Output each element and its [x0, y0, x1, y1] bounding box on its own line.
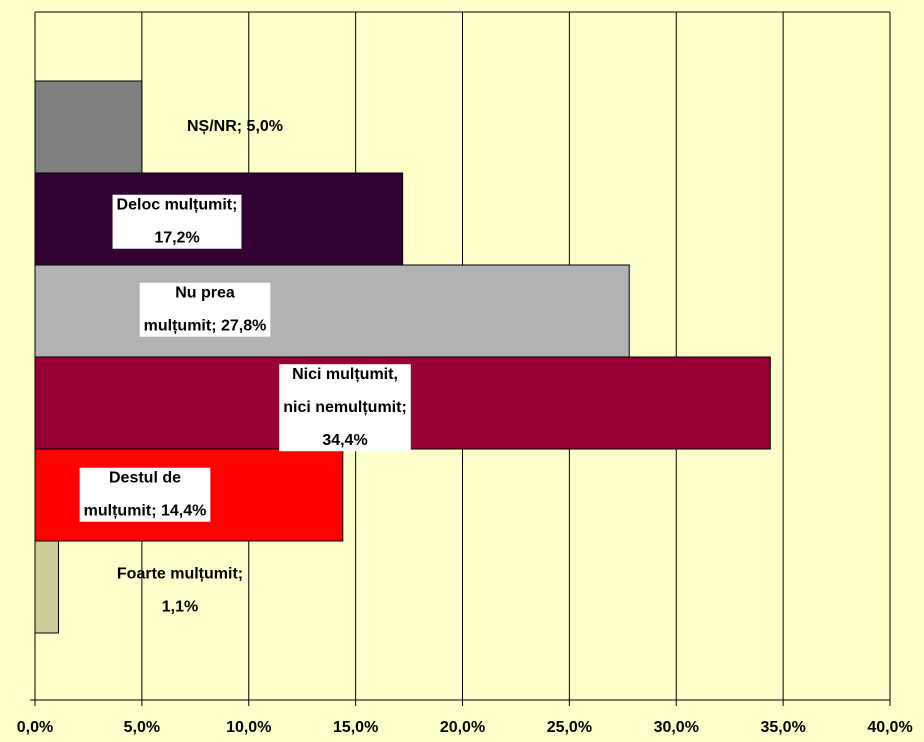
data-label-box [279, 364, 411, 452]
data-label-box [139, 282, 271, 337]
x-tick-label: 40,0% [867, 719, 912, 736]
bar [34, 80, 143, 174]
x-tick-label: 35,0% [760, 719, 805, 736]
x-tick-label: 15,0% [333, 719, 378, 736]
data-label-group: Deloc mulțumit; 17,2% [112, 194, 242, 249]
x-tick-label: 20,0% [440, 719, 485, 736]
data-label: Nu prea mulțumit; 27,8% [144, 285, 267, 335]
data-label: Nici mulțumit, nici nemulțumit; 34,4% [283, 366, 407, 449]
x-tick-label: 25,0% [547, 719, 592, 736]
data-label-group: Nici mulțumit, nici nemulțumit; 34,4% [279, 364, 411, 452]
x-tick-label: 0,0% [17, 719, 53, 736]
data-label: Deloc mulțumit; 17,2% [117, 197, 238, 247]
x-tick-label: 5,0% [124, 719, 160, 736]
bar [34, 540, 60, 634]
data-label-group: NȘ/NR; 5,0% [187, 118, 283, 135]
x-tick-label: 10,0% [226, 719, 271, 736]
data-label-box [79, 467, 211, 522]
data-label-group: Destul de mulțumit; 14,4% [79, 467, 211, 522]
data-label: Foarte mulțumit; 1,1% [117, 566, 243, 616]
data-label-group: Nu prea mulțumit; 27,8% [139, 282, 271, 337]
data-label-box [112, 194, 242, 249]
data-label: Destul de mulțumit; 14,4% [84, 470, 207, 520]
data-label: NȘ/NR; 5,0% [187, 118, 283, 135]
x-tick-label: 30,0% [654, 719, 699, 736]
data-label-group: Foarte mulțumit; 1,1% [117, 566, 243, 616]
bar [34, 264, 630, 358]
